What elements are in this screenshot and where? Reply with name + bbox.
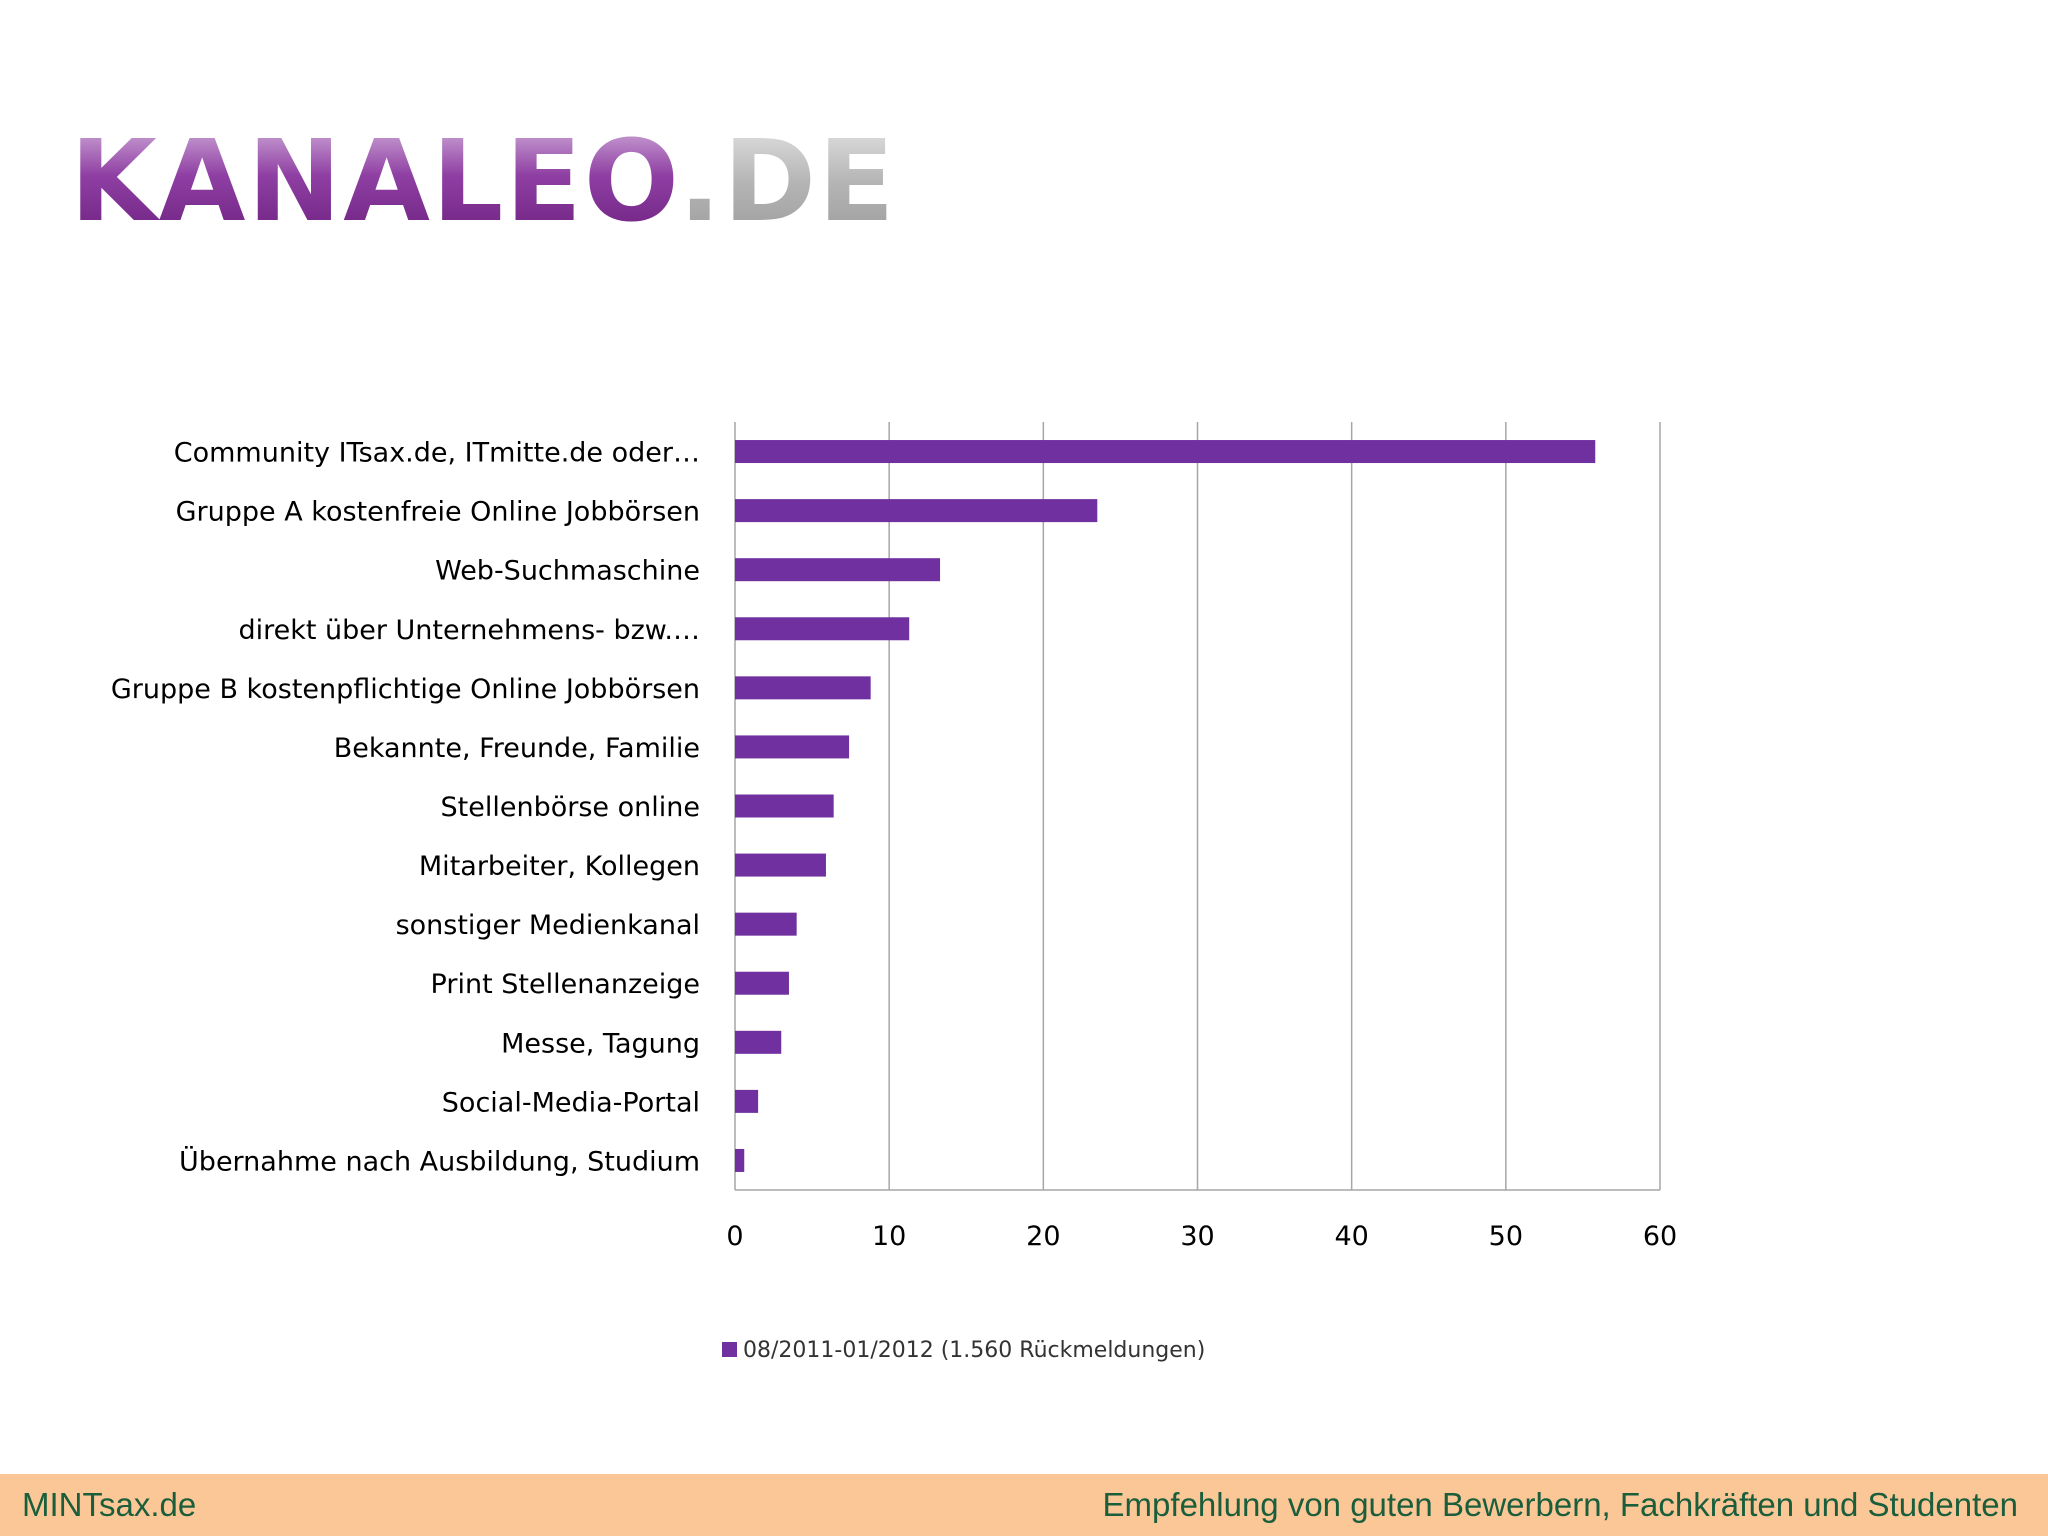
footer-bar: MINTsax.de Empfehlung von guten Bewerber…	[0, 1474, 2048, 1536]
footer-tagline: Empfehlung von guten Bewerbern, Fachkräf…	[1102, 1486, 2018, 1523]
bar-8	[735, 853, 826, 877]
category-labels: Community ITsax.de, ITmitte.de oder… Grup…	[111, 438, 700, 1178]
chart-bars	[735, 440, 1596, 1172]
kanaleo-logo: KANALEO.DE	[70, 120, 897, 240]
category-label-11: Messe, Tagung	[501, 1028, 700, 1059]
bar-3	[735, 558, 941, 582]
category-label-2: Gruppe A kostenfreie Online Jobbörsen	[176, 497, 700, 528]
bar-4	[735, 617, 910, 641]
x-tick-label-10: 10	[872, 1221, 906, 1252]
x-tick-label-20: 20	[1026, 1221, 1060, 1252]
bar-1	[735, 440, 1596, 464]
bar-10	[735, 971, 789, 995]
svg-text:KANALEO.DE: KANALEO.DE	[70, 120, 897, 240]
category-label-13: Übernahme nach Ausbildung, Studium	[179, 1145, 700, 1177]
bar-5	[735, 676, 871, 700]
legend-label: 08/2011-01/2012 (1.560 Rückmeldungen)	[743, 1338, 1205, 1363]
category-label-5: Gruppe B kostenpflichtige Online Jobbörs…	[111, 674, 700, 705]
x-tick-label-50: 50	[1489, 1221, 1523, 1252]
bar-11	[735, 1030, 782, 1054]
logo-suffix-text: .DE	[679, 120, 897, 240]
category-label-6: Bekannte, Freunde, Familie	[334, 733, 700, 764]
category-label-12: Social-Media-Portal	[442, 1087, 700, 1118]
category-label-4: direkt über Unternehmens- bzw.…	[238, 615, 700, 646]
bar-chart: Community ITsax.de, ITmitte.de oder… Grup…	[111, 422, 1677, 1363]
category-label-8: Mitarbeiter, Kollegen	[419, 851, 700, 882]
category-label-9: sonstiger Medienkanal	[396, 910, 700, 941]
bar-13	[735, 1148, 745, 1172]
chart-grid	[734, 422, 1661, 1191]
x-tick-label-60: 60	[1643, 1221, 1677, 1252]
bar-2	[735, 499, 1098, 523]
footer-site-name: MINTsax.de	[22, 1486, 197, 1523]
legend-swatch	[722, 1342, 737, 1357]
bar-6	[735, 735, 850, 759]
chart-legend: 08/2011-01/2012 (1.560 Rückmeldungen)	[722, 1338, 1205, 1363]
category-label-3: Web-Suchmaschine	[435, 556, 700, 587]
bar-9	[735, 912, 797, 936]
x-tick-labels: 0 10 20 30 40 50 60	[726, 1221, 1677, 1252]
bar-7	[735, 794, 834, 818]
category-label-10: Print Stellenanzeige	[431, 969, 700, 1000]
logo-main-text: KANALEO	[70, 120, 679, 240]
x-tick-label-30: 30	[1180, 1221, 1214, 1252]
x-tick-label-40: 40	[1334, 1221, 1368, 1252]
x-tick-label-0: 0	[726, 1221, 743, 1252]
category-label-7: Stellenbörse online	[441, 792, 700, 823]
bar-12	[735, 1089, 759, 1113]
category-label-1: Community ITsax.de, ITmitte.de oder…	[174, 438, 700, 469]
